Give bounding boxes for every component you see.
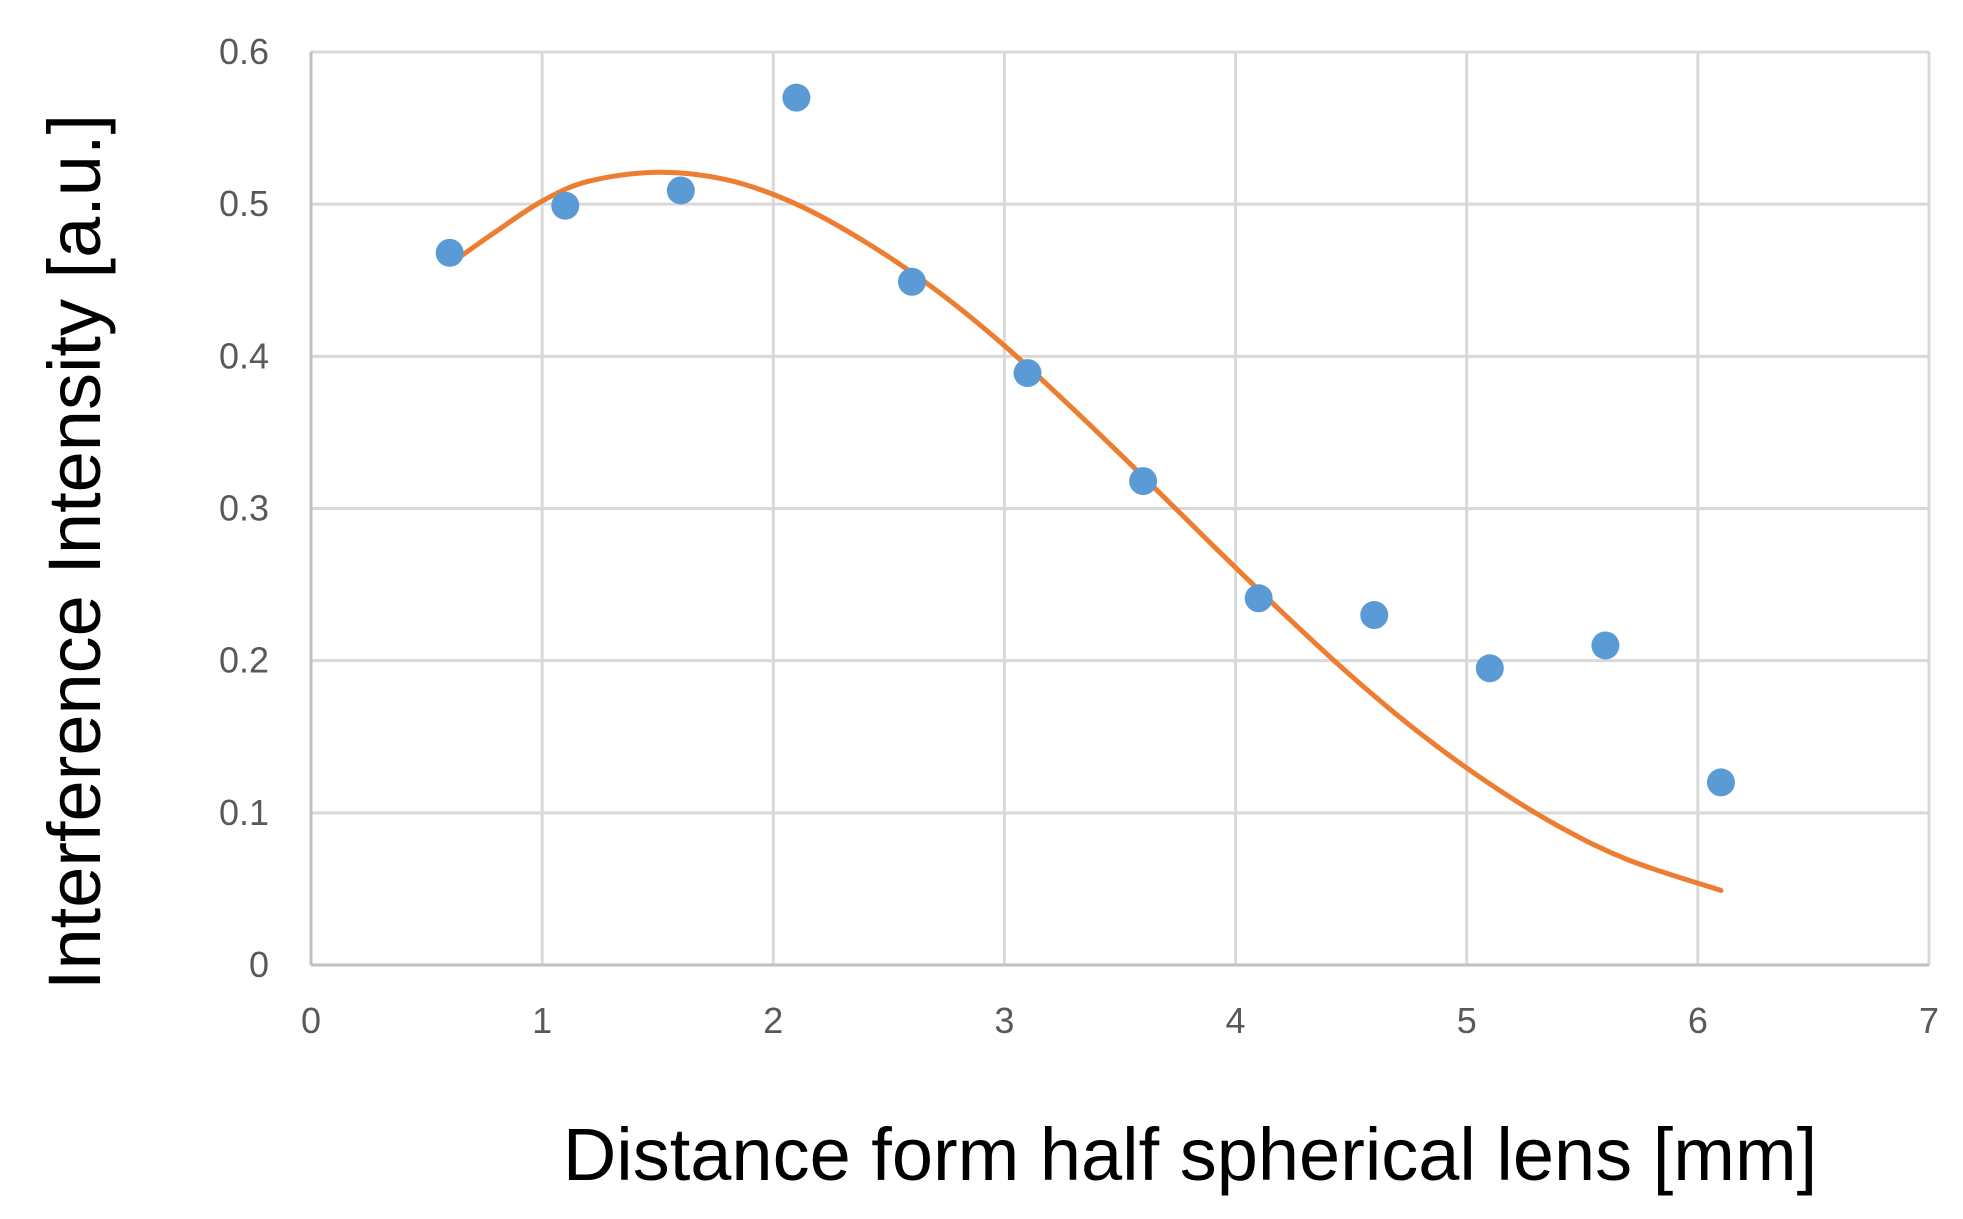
data-point [1706,768,1735,797]
x-axis-tick-labels: 0 1 2 3 4 5 6 7 [301,1000,1939,1041]
data-point [435,238,464,267]
data-point [666,176,695,205]
y-tick-label: 0.1 [219,792,269,833]
data-point [551,191,580,220]
data-point [1360,601,1389,630]
data-point [897,267,926,296]
grid [311,50,1931,965]
x-tick-label: 6 [1688,1000,1708,1041]
y-tick-label: 0 [249,944,269,985]
data-point [1244,584,1273,613]
y-tick-label: 0.3 [219,488,269,529]
y-tick-label: 0.2 [219,640,269,681]
y-tick-label: 0.6 [219,31,269,72]
x-tick-label: 0 [301,1000,321,1041]
data-point [782,83,811,112]
x-tick-label: 3 [994,1000,1014,1041]
axes [309,52,1929,967]
x-axis-title: Distance form half spherical lens [mm] [563,1113,1817,1196]
series [435,83,1735,893]
y-tick-label: 0.5 [219,183,269,224]
y-tick-label: 0.4 [219,335,269,376]
y-axis-title: Interference Intensity [a.u.] [33,114,116,990]
data-point [1591,631,1620,660]
x-tick-label: 5 [1457,1000,1477,1041]
data-point [1013,359,1042,388]
x-tick-label: 4 [1226,1000,1246,1041]
y-axis-tick-labels: 0 0.1 0.2 0.3 0.4 0.5 0.6 [219,31,269,985]
x-tick-label: 7 [1919,1000,1939,1041]
x-tick-label: 1 [532,1000,552,1041]
x-tick-label: 2 [763,1000,783,1041]
data-point [1475,654,1504,683]
data-point [1129,467,1158,496]
fit-curve-line [458,169,1724,893]
